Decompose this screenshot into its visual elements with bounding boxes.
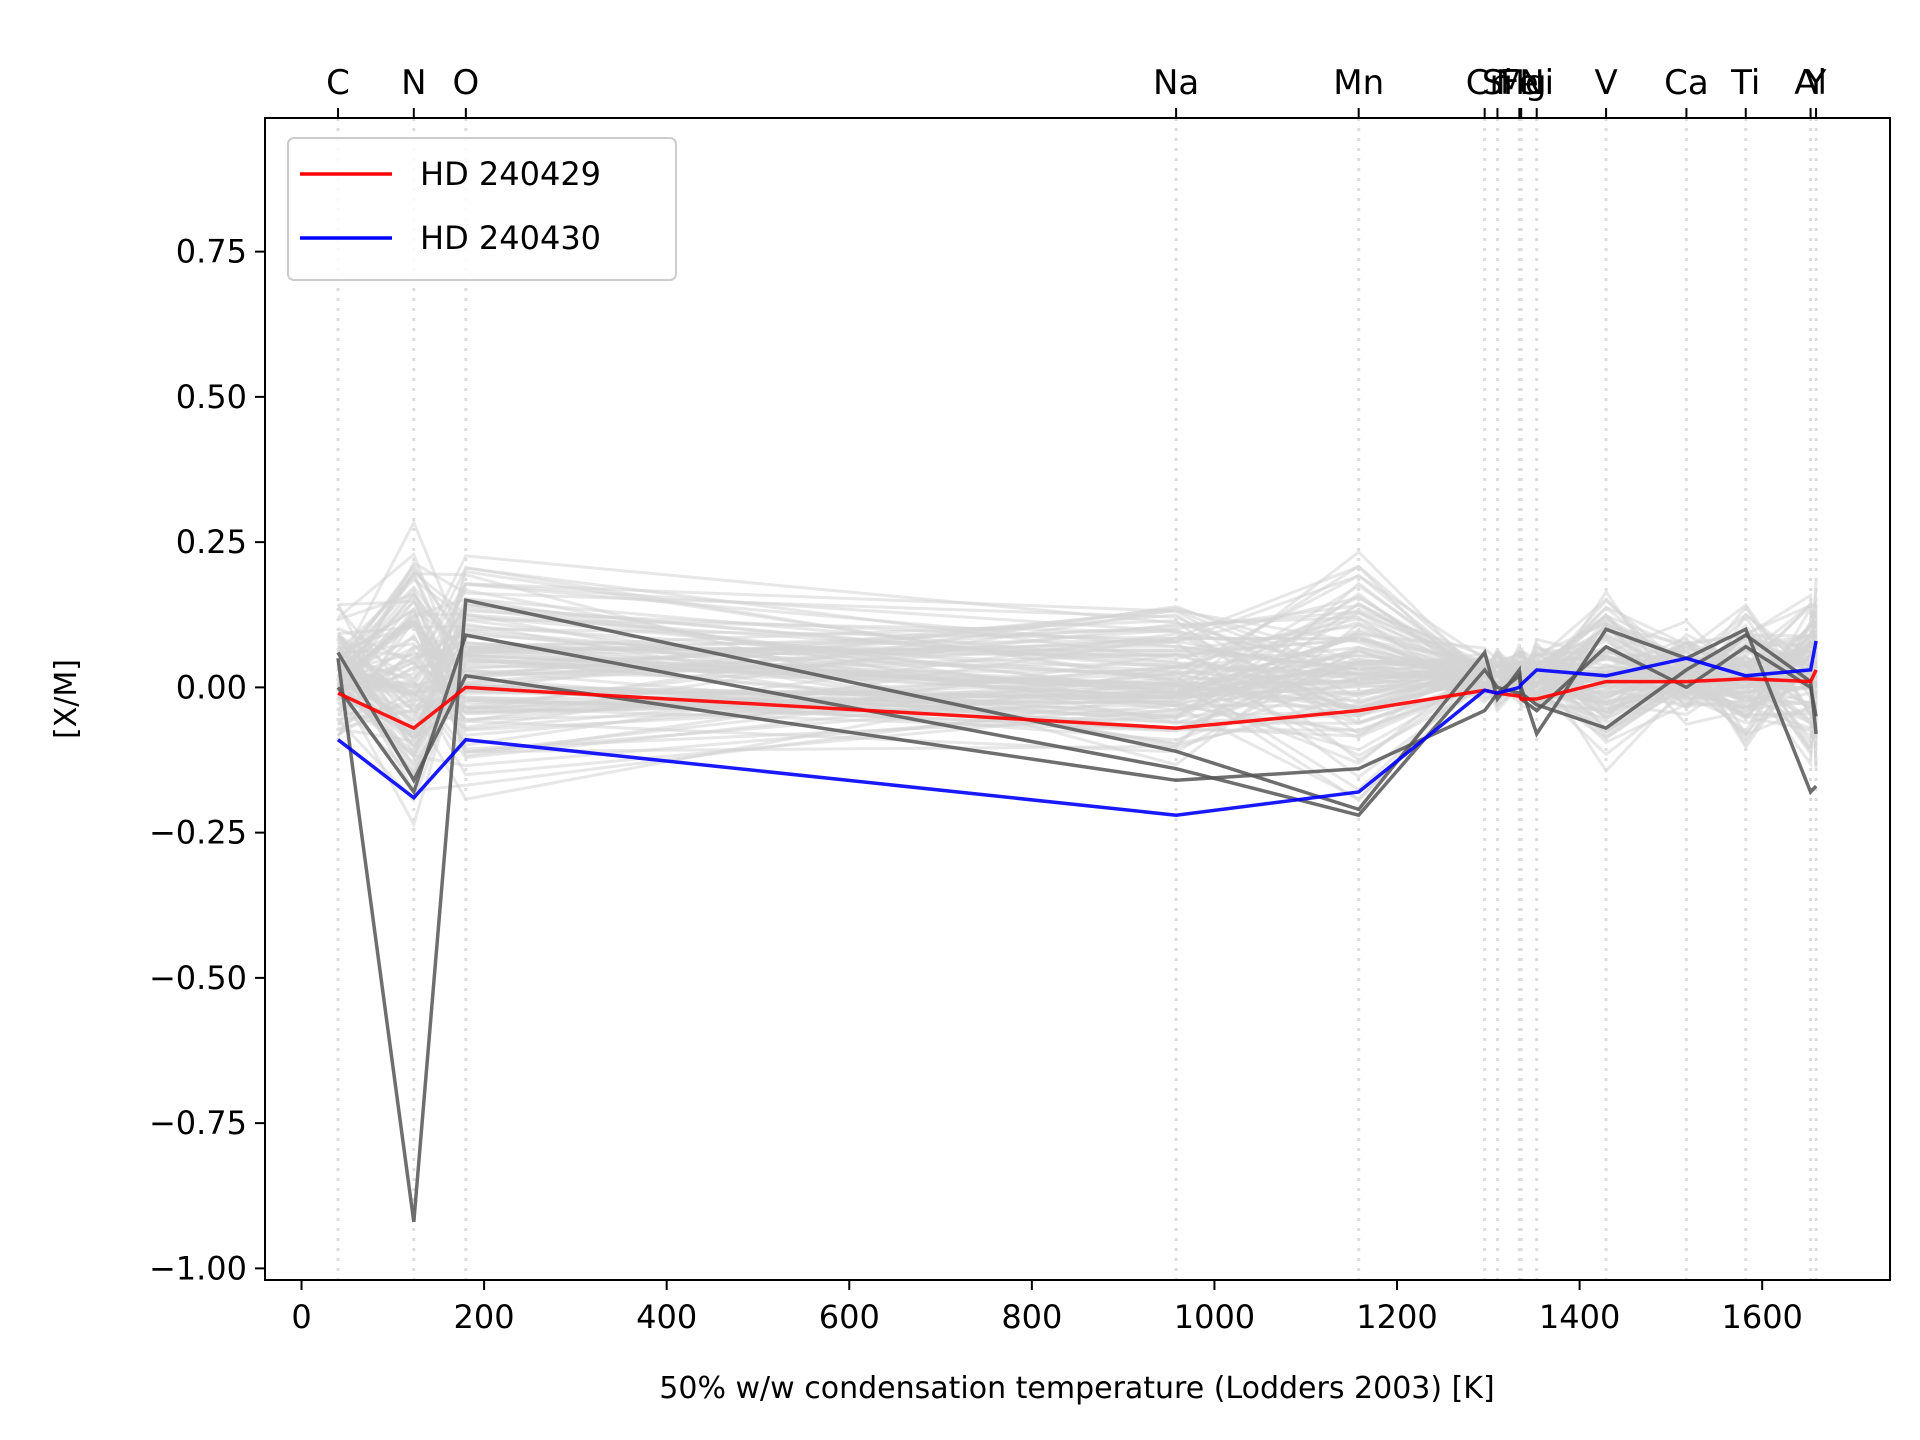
y-tick-label: 0.75	[176, 233, 247, 271]
element-tick-label: Na	[1153, 63, 1199, 103]
element-tick-label: Y	[1805, 63, 1827, 103]
element-tick-label: Fe	[1500, 63, 1539, 103]
element-tick-label: Mn	[1333, 63, 1384, 103]
y-tick-label: −0.50	[149, 959, 247, 997]
x-tick-label: 1600	[1721, 1298, 1802, 1336]
x-tick-label: 400	[636, 1298, 697, 1336]
series-line-hd240429	[337, 669, 1818, 731]
x-tick-label: 800	[1001, 1298, 1062, 1336]
legend-label-hd240430: HD 240430	[420, 219, 601, 257]
y-tick-label: 0.50	[176, 378, 247, 416]
x-tick-label: 1200	[1356, 1298, 1437, 1336]
element-tick-label: Cr	[1466, 63, 1504, 103]
highlight-star-line	[336, 633, 1818, 818]
element-tick-label: N	[401, 63, 426, 103]
x-tick-label: 1400	[1539, 1298, 1620, 1336]
element-tick-label: Ni	[1519, 63, 1554, 103]
highlight-star-line	[336, 633, 1818, 784]
highlight-star-line	[336, 598, 1818, 1223]
x-tick-label: 0	[291, 1298, 311, 1336]
y-tick-label: 0.25	[176, 523, 247, 561]
x-tick-label: 600	[819, 1298, 880, 1336]
x-axis-label: 50% w/w condensation temperature (Lodder…	[659, 1371, 1494, 1406]
y-tick-label: 0.00	[176, 668, 247, 706]
element-tick-label: Ca	[1664, 63, 1709, 103]
named-series-lines	[336, 640, 1818, 817]
x-axis-ticks: 0 200 400 600 800 1000 1200 1400 1600	[291, 1280, 1803, 1336]
y-axis-ticks: 0.75 0.50 0.25 0.00 −0.25 −0.50 −0.75 −1.00	[149, 233, 265, 1287]
y-axis-label: [X/M]	[49, 659, 84, 739]
x-tick-label: 1000	[1174, 1298, 1255, 1336]
y-tick-label: −0.25	[149, 814, 247, 852]
y-tick-label: −0.75	[149, 1104, 247, 1142]
element-tick-label: Mg	[1496, 63, 1547, 103]
highlight-star-lines	[336, 598, 1818, 1223]
element-tick-label: C	[326, 63, 350, 103]
legend-label-hd240429: HD 240429	[420, 155, 601, 193]
element-tick-label: Si	[1482, 63, 1513, 103]
y-tick-label: −1.00	[149, 1249, 247, 1287]
plot-frame	[264, 117, 1891, 1281]
x-tick-label: 200	[454, 1298, 515, 1336]
element-tick-label: Ti	[1730, 63, 1760, 103]
element-tick-label: O	[452, 63, 479, 103]
element-tick-label: V	[1594, 63, 1617, 103]
legend: HD 240429 HD 240430	[287, 137, 677, 281]
element-tick-label: Al	[1794, 63, 1827, 103]
series-line-hd240430	[336, 640, 1818, 817]
